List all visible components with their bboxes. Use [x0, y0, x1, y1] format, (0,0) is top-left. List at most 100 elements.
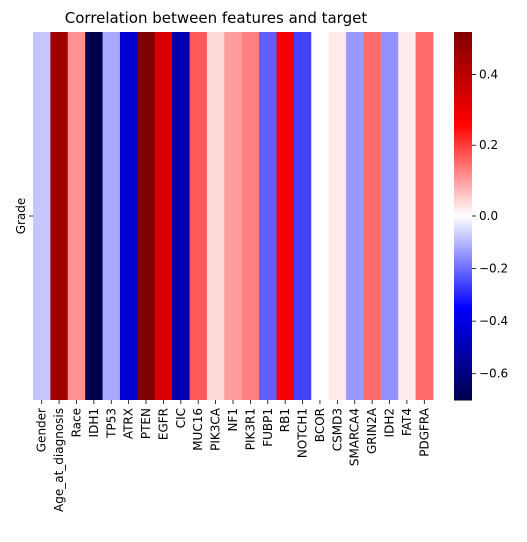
colorbar-segment	[454, 40, 472, 43]
colorbar-segment	[454, 124, 472, 127]
colorbar-segment	[454, 286, 472, 289]
colorbar-segment	[454, 36, 472, 39]
x-tick-label: PTEN	[139, 408, 153, 439]
x-tick-label: EGFR	[156, 408, 170, 440]
colorbar-segment	[454, 320, 472, 323]
colorbar-segment	[454, 182, 472, 185]
x-tick-label: PDGFRA	[417, 407, 431, 457]
colorbar-segment	[454, 290, 472, 293]
x-tick-label: Age_at_diagnosis	[52, 408, 66, 512]
colorbar-segment	[454, 342, 472, 345]
colorbar-segment	[454, 128, 472, 131]
colorbar-segment	[454, 68, 472, 71]
colorbar-segment	[454, 136, 472, 139]
colorbar-segment	[454, 332, 472, 335]
colorbar-segment	[454, 378, 472, 381]
heatmap-cell	[328, 32, 347, 400]
colorbar-segment	[454, 330, 472, 333]
colorbar-segment	[454, 52, 472, 55]
colorbar-segment	[454, 146, 472, 149]
colorbar-segment	[454, 294, 472, 297]
colorbar-segment	[454, 312, 472, 315]
colorbar-segment	[454, 360, 472, 363]
heatmap-cell	[154, 32, 173, 400]
colorbar-segment	[454, 370, 472, 373]
colorbar-segment	[454, 254, 472, 257]
colorbar-segment	[454, 256, 472, 259]
colorbar-segment	[454, 382, 472, 385]
colorbar-segment	[454, 268, 472, 271]
colorbar-tick-label: 0.0	[479, 209, 498, 223]
colorbar-segment	[454, 232, 472, 235]
heatmap-cell	[67, 32, 86, 400]
heatmap-cell	[119, 32, 138, 400]
colorbar-segment	[454, 348, 472, 351]
colorbar-segment	[454, 244, 472, 247]
colorbar-segment	[454, 84, 472, 87]
colorbar-segment	[454, 308, 472, 311]
colorbar-segment	[454, 264, 472, 267]
colorbar-segment	[454, 156, 472, 159]
colorbar-segment	[454, 200, 472, 203]
colorbar-segment	[454, 288, 472, 291]
heatmap-cell	[224, 32, 243, 400]
colorbar-segment	[454, 238, 472, 241]
y-tick-label: Grade	[14, 198, 28, 235]
colorbar-segment	[454, 354, 472, 357]
x-tick-label: NOTCH1	[296, 408, 310, 458]
colorbar-segment	[454, 58, 472, 61]
x-tick-label: RB1	[278, 408, 292, 432]
colorbar-segment	[454, 242, 472, 245]
colorbar-segment	[454, 296, 472, 299]
x-tick-label: IDH2	[383, 408, 397, 437]
heatmap-cell	[33, 32, 51, 400]
colorbar-segment	[454, 212, 472, 215]
colorbar-segment	[454, 394, 472, 397]
colorbar-segment	[454, 74, 472, 77]
colorbar-segment	[454, 306, 472, 309]
x-tick-label: CIC	[174, 408, 188, 428]
colorbar-segment	[454, 284, 472, 287]
x-tick-label: MUC16	[191, 408, 205, 451]
colorbar-segment	[454, 110, 472, 113]
colorbar-segment	[454, 144, 472, 147]
x-tick-label: ATRX	[122, 408, 136, 439]
x-tick-label: BCOR	[313, 408, 327, 442]
colorbar-segment	[454, 126, 472, 129]
colorbar-segment	[454, 102, 472, 105]
heatmap-cell	[363, 32, 382, 400]
colorbar-segment	[454, 158, 472, 161]
colorbar-segment	[454, 196, 472, 199]
colorbar-segment	[454, 86, 472, 89]
colorbar-segment	[454, 198, 472, 201]
colorbar-segment	[454, 94, 472, 97]
colorbar-segment	[454, 278, 472, 281]
heatmap-cell	[311, 32, 330, 400]
heatmap-cell	[346, 32, 364, 400]
colorbar	[454, 32, 472, 401]
colorbar-segment	[454, 250, 472, 253]
colorbar-segment	[454, 248, 472, 251]
colorbar-segment	[454, 42, 472, 45]
colorbar-segment	[454, 150, 472, 153]
colorbar-segment	[454, 364, 472, 367]
x-tick-label: NF1	[226, 408, 240, 432]
colorbar-segment	[454, 318, 472, 321]
colorbar-segment	[454, 194, 472, 197]
x-tick-label: FUBP1	[261, 408, 275, 447]
colorbar-segment	[454, 174, 472, 177]
colorbar-tick-label: −0.4	[479, 314, 508, 328]
x-tick-labels: Gender Age_at_diagnosis Race IDH1 TP53 ATRX PT…	[35, 400, 431, 512]
x-tick-label: PIK3R1	[243, 408, 257, 450]
colorbar-segment	[454, 114, 472, 117]
heatmap-cell	[276, 32, 295, 400]
heatmap-cell	[189, 32, 208, 400]
colorbar-segment	[454, 72, 472, 75]
colorbar-segment	[454, 100, 472, 103]
colorbar-segment	[454, 260, 472, 263]
heatmap-cell	[50, 32, 69, 400]
colorbar-segment	[454, 380, 472, 383]
colorbar-segment	[454, 90, 472, 93]
colorbar-segment	[454, 190, 472, 193]
